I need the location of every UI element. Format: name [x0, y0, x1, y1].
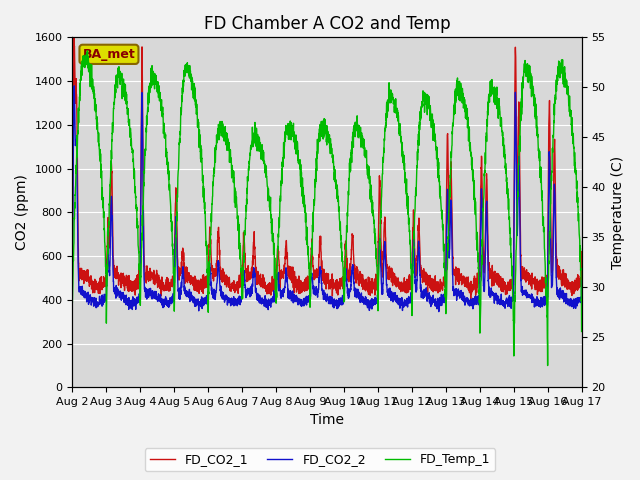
FD_CO2_1: [513, 203, 521, 208]
Text: BA_met: BA_met: [83, 48, 135, 61]
FD_CO2_2: [578, 278, 586, 284]
FD_Temp_1: [68, 299, 76, 305]
FD_CO2_1: [467, 296, 475, 302]
FD_CO2_2: [264, 302, 271, 308]
FD_CO2_1: [127, 278, 134, 284]
FD_CO2_1: [578, 249, 586, 254]
FD_CO2_2: [435, 309, 443, 314]
FD_CO2_1: [157, 293, 164, 299]
FD_CO2_1: [286, 274, 294, 279]
Line: FD_Temp_1: FD_Temp_1: [72, 51, 582, 366]
Title: FD Chamber A CO2 and Temp: FD Chamber A CO2 and Temp: [204, 15, 451, 33]
FD_Temp_1: [513, 217, 521, 223]
FD_CO2_2: [68, 255, 76, 261]
FD_Temp_1: [568, 115, 576, 120]
Line: FD_CO2_2: FD_CO2_2: [72, 86, 582, 312]
Legend: FD_CO2_1, FD_CO2_2, FD_Temp_1: FD_CO2_1, FD_CO2_2, FD_Temp_1: [145, 448, 495, 471]
X-axis label: Time: Time: [310, 413, 344, 427]
FD_Temp_1: [286, 126, 294, 132]
FD_CO2_2: [286, 294, 294, 300]
FD_Temp_1: [544, 363, 552, 369]
FD_CO2_2: [568, 298, 576, 303]
FD_Temp_1: [264, 191, 271, 197]
FD_CO2_2: [70, 83, 78, 89]
FD_Temp_1: [157, 99, 164, 105]
FD_CO2_2: [513, 225, 521, 231]
FD_CO2_1: [568, 292, 576, 298]
FD_CO2_1: [70, 35, 78, 41]
FD_CO2_1: [264, 282, 271, 288]
FD_CO2_1: [68, 235, 76, 240]
Y-axis label: Temperature (C): Temperature (C): [611, 156, 625, 269]
FD_Temp_1: [127, 129, 134, 135]
FD_CO2_2: [157, 298, 164, 303]
FD_Temp_1: [578, 329, 586, 335]
Line: FD_CO2_1: FD_CO2_1: [72, 38, 582, 299]
FD_Temp_1: [84, 48, 92, 54]
Y-axis label: CO2 (ppm): CO2 (ppm): [15, 174, 29, 250]
FD_CO2_2: [127, 302, 134, 308]
